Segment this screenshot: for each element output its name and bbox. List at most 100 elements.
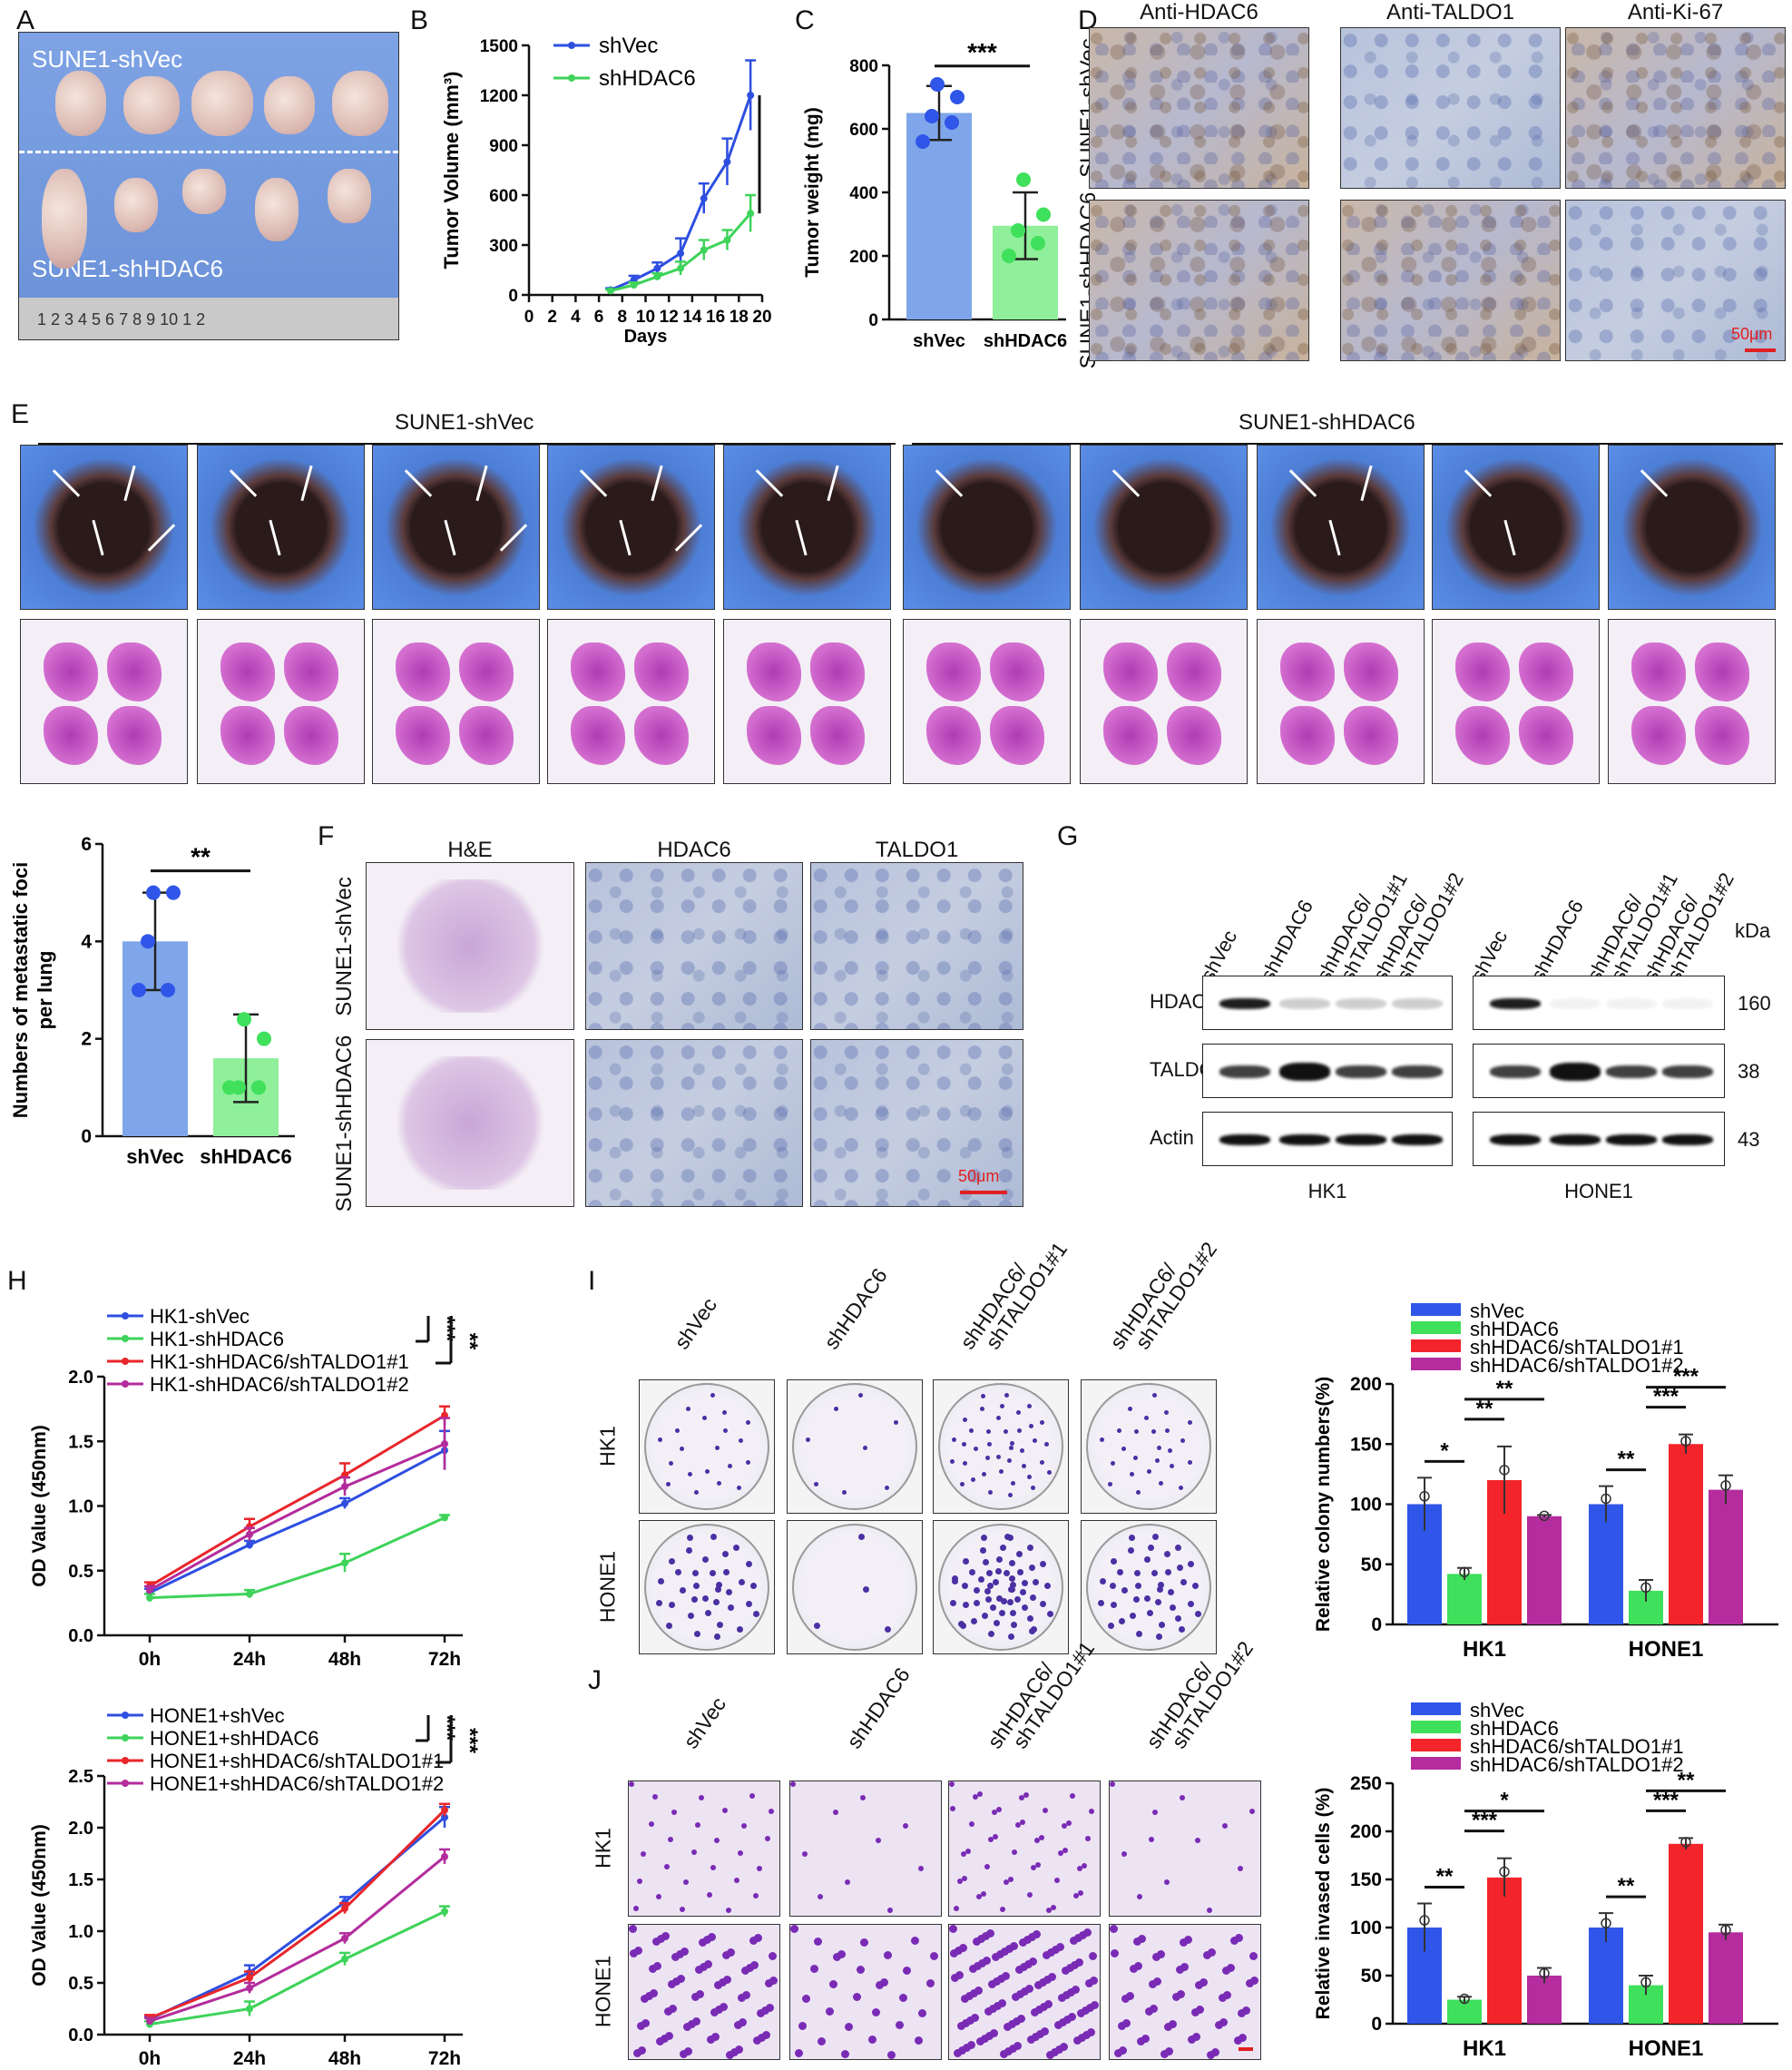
colony <box>974 1599 981 1606</box>
arrow <box>475 465 488 502</box>
colony <box>687 1612 694 1619</box>
data-point <box>630 281 638 289</box>
cell <box>1027 2036 1035 2044</box>
legend-label: shHDAC6/shTALDO1#1 <box>1470 1735 1684 1758</box>
colony <box>1039 1600 1046 1607</box>
colony <box>1135 1582 1142 1589</box>
arrow <box>579 469 608 497</box>
data-point <box>441 1514 448 1522</box>
colony <box>665 1623 672 1630</box>
data-dot <box>1601 1918 1611 1928</box>
bar <box>1447 1574 1482 1624</box>
colony <box>716 1581 723 1588</box>
arrow <box>1111 469 1141 497</box>
y-axis-label: Tumor Volume (mm³) <box>440 72 463 270</box>
data-dot <box>1539 1967 1550 1979</box>
cell <box>1180 1795 1185 1800</box>
cell <box>949 1925 957 1933</box>
ihc-image <box>1089 27 1309 189</box>
category-label: shVec <box>913 331 965 351</box>
cell <box>949 1781 955 1787</box>
sig-label: * <box>1500 1789 1509 1813</box>
cell <box>969 1965 977 1973</box>
lane-label: shHDAC6 <box>818 1263 892 1354</box>
y-tick-label: 2 <box>81 1029 92 1050</box>
data-point <box>246 1590 253 1598</box>
colony <box>1192 1582 1200 1589</box>
cell <box>637 1879 642 1884</box>
series-line <box>149 1855 446 2023</box>
colony <box>1031 1486 1036 1491</box>
panel-label-g: G <box>1057 821 1079 851</box>
panel-label-c: C <box>795 5 815 35</box>
data-dot <box>1016 172 1031 187</box>
tissue-lobe <box>459 706 514 765</box>
cell-line-label: HONE1 <box>1564 1180 1633 1202</box>
od-chart-hone1: 0.0 0.5 1.0 1.5 2.0 2.5 0h 24h 48h 72h OD Value (4… <box>29 1704 481 2069</box>
panel-label-i: I <box>588 1266 596 1296</box>
cell <box>802 1851 808 1857</box>
cell <box>1089 1809 1094 1814</box>
y-tick-label: 1.5 <box>68 1870 93 1890</box>
data-point <box>677 250 685 258</box>
colony <box>714 1446 720 1450</box>
cell <box>668 1980 676 1988</box>
y-axis-label: Numbers of metastatic foci <box>9 862 32 1118</box>
category-label: HONE1 <box>1629 1637 1704 1661</box>
arrow <box>619 519 632 556</box>
colony <box>693 1489 699 1495</box>
colony <box>665 1482 671 1487</box>
tumor-shhdac6 <box>42 169 87 269</box>
cell <box>1054 1878 1060 1883</box>
cell <box>1015 1966 1023 1974</box>
column-header: HDAC6 <box>657 838 731 862</box>
cell <box>672 1977 681 1986</box>
cell <box>992 1810 997 1815</box>
colony <box>1143 1556 1151 1564</box>
cell <box>1033 1930 1041 1938</box>
tissue-lobe <box>44 706 98 765</box>
sig-label: *** <box>435 1316 459 1342</box>
band <box>1550 1134 1601 1145</box>
legend-label: shHDAC6/shTALDO1#1 <box>1470 1336 1684 1359</box>
cell <box>1043 1808 1048 1813</box>
cell <box>671 1810 677 1815</box>
cell <box>700 1963 708 1971</box>
tissue-lobe <box>1344 706 1398 765</box>
data-point <box>341 1483 348 1491</box>
blot-strip <box>1473 1112 1725 1166</box>
column-header: H&E <box>447 838 493 862</box>
cell <box>887 1908 893 1913</box>
y-tick-label: 6 <box>81 834 92 855</box>
cell <box>677 1975 685 1983</box>
tissue <box>387 879 553 1013</box>
bar <box>1709 1932 1743 2024</box>
colony <box>657 1577 664 1584</box>
cell <box>1023 1936 1032 1944</box>
series-line <box>149 1442 446 1592</box>
series-line <box>149 1448 446 1594</box>
cell <box>1110 1781 1115 1787</box>
colony <box>885 1486 890 1491</box>
data-dot <box>166 885 181 900</box>
cell <box>790 1781 796 1787</box>
legend-marker <box>568 74 575 82</box>
colony <box>1029 1627 1036 1634</box>
cell <box>1222 1967 1230 1975</box>
cell <box>769 1977 778 1985</box>
bar <box>1527 1516 1562 1624</box>
cell <box>1072 1986 1080 1994</box>
cell <box>1058 1850 1063 1856</box>
colony <box>1047 1470 1053 1476</box>
tissue-lobe <box>634 706 689 765</box>
ihc-image <box>1340 27 1561 189</box>
cell <box>954 1906 959 1911</box>
band <box>1392 998 1443 1009</box>
tumor-shvec <box>191 71 253 136</box>
cell <box>749 1937 758 1945</box>
colony <box>679 1587 686 1594</box>
cell <box>1002 1972 1010 1980</box>
colony <box>1006 1534 1014 1541</box>
colony <box>987 1582 994 1589</box>
dish <box>644 1383 769 1510</box>
